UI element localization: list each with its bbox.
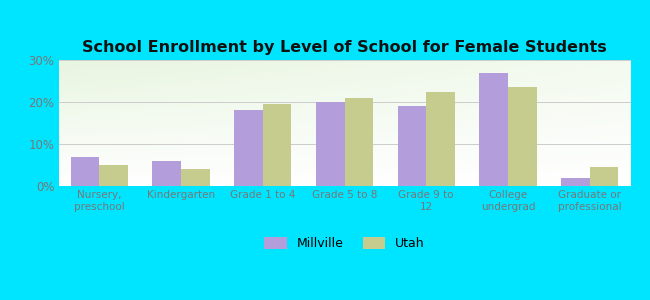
Bar (479, 73, 508, 186)
Title: School Enrollment by Level of School for Female Students: School Enrollment by Level of School for… (82, 40, 607, 55)
Bar (398, 106, 426, 186)
Bar (590, 167, 618, 186)
Bar (71, 157, 99, 186)
Bar (99, 165, 128, 186)
Bar (508, 87, 536, 186)
Bar (153, 161, 181, 186)
Bar (263, 104, 291, 186)
Bar (344, 98, 373, 186)
Bar (561, 178, 590, 186)
Bar (426, 92, 455, 186)
Bar (181, 169, 210, 186)
Bar (234, 110, 263, 186)
Legend: Millville, Utah: Millville, Utah (259, 232, 430, 255)
Bar (316, 102, 344, 186)
